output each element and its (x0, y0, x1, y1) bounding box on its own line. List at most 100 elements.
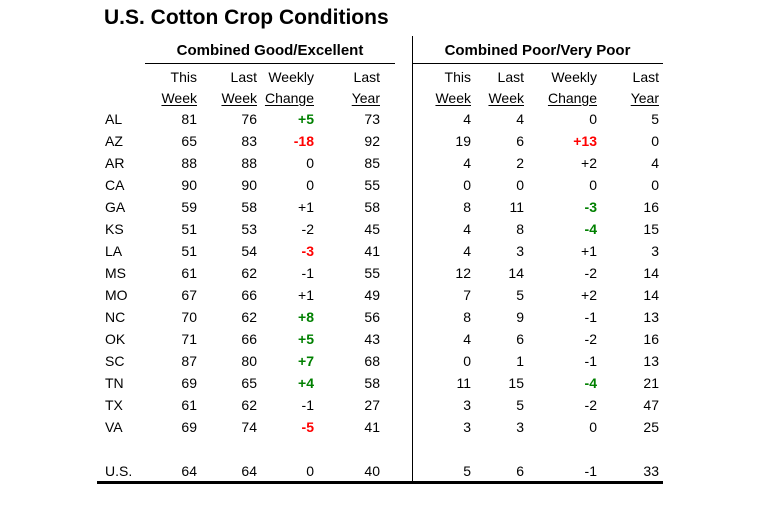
row-ca-pvp-weekly-change: 0 (589, 177, 597, 193)
row-tx-ge-weekly-change: -1 (301, 397, 314, 413)
row-mo-pvp-last-week: 5 (516, 287, 524, 303)
row-ga-pvp-last-year: 16 (643, 199, 659, 215)
row-nc-ge-last-week: 62 (241, 309, 257, 325)
section-gap (383, 350, 412, 372)
blank-row-cell (317, 438, 383, 460)
section-gap (383, 196, 412, 218)
row-ks-ge-last-week: 53 (241, 221, 257, 237)
row-ok-pvp-weekly-change: -2 (584, 331, 597, 347)
row-ms-label: MS (105, 265, 126, 281)
row-la-label: LA (105, 243, 123, 259)
row-ar-pvp-last-year: 4 (651, 155, 659, 171)
row-ok-ge-last-week: 66 (241, 331, 257, 347)
blank-row-cell (527, 438, 600, 460)
column-header-week: Week (488, 89, 524, 106)
row-al-label: AL (105, 111, 123, 127)
row-az-pvp-weekly-change: +13 (573, 133, 597, 149)
row-va-label: VA (105, 419, 123, 435)
row-la-pvp-this-week: 4 (463, 243, 471, 259)
section-gap (383, 240, 412, 262)
row-ar-label: AR (105, 155, 125, 171)
column-header-weekly: Weekly (268, 68, 314, 85)
row-ca-pvp-this-week: 0 (463, 177, 471, 193)
row-tx-pvp-last-year: 47 (643, 397, 659, 413)
section-gap (383, 108, 412, 130)
row-nc-pvp-weekly-change: -1 (584, 309, 597, 325)
column-header-change: Change (547, 89, 597, 106)
row-ga-ge-last-year: 58 (364, 199, 380, 215)
row-ca-pvp-last-year: 0 (651, 177, 659, 193)
row-nc-ge-this-week: 70 (181, 309, 197, 325)
row-sc-ge-weekly-change: +7 (298, 353, 314, 369)
row-va-ge-last-year: 41 (364, 419, 380, 435)
row-la-ge-this-week: 51 (181, 243, 197, 259)
row-ar-pvp-last-week: 2 (516, 155, 524, 171)
row-ok-ge-this-week: 71 (181, 331, 197, 347)
row-az-ge-this-week: 65 (181, 133, 197, 149)
row-az-pvp-this-week: 19 (455, 133, 471, 149)
row-al-ge-this-week: 81 (181, 111, 197, 127)
row-al-ge-weekly-change: +5 (298, 111, 314, 127)
row-ga-ge-weekly-change: +1 (298, 199, 314, 215)
row-nc-pvp-last-week: 9 (516, 309, 524, 325)
row-ok-ge-last-year: 43 (364, 331, 380, 347)
page-title: U.S. Cotton Crop Conditions (104, 6, 389, 29)
row-sc-ge-last-week: 80 (241, 353, 257, 369)
column-header-spacer (105, 87, 155, 108)
row-ga-pvp-this-week: 8 (463, 199, 471, 215)
row-sc-pvp-this-week: 0 (463, 353, 471, 369)
row-ok-ge-weekly-change: +5 (298, 331, 314, 347)
column-header-week: Week (161, 89, 197, 106)
row-tx-ge-last-week: 62 (241, 397, 257, 413)
row-ks-ge-weekly-change: -2 (301, 221, 314, 237)
row-sc-pvp-last-week: 1 (516, 353, 524, 369)
section-gap (383, 416, 412, 438)
row-us-pvp-weekly-change: -1 (584, 463, 597, 479)
column-header-last: Last (353, 68, 380, 85)
row-tx-pvp-last-week: 5 (516, 397, 524, 413)
row-tx-ge-last-year: 27 (364, 397, 380, 413)
row-nc-ge-last-year: 56 (364, 309, 380, 325)
row-ga-ge-this-week: 59 (181, 199, 197, 215)
row-al-pvp-this-week: 4 (463, 111, 471, 127)
row-nc-label: NC (105, 309, 126, 325)
section-gap (383, 87, 412, 108)
section-gap (383, 328, 412, 350)
row-ok-pvp-last-week: 6 (516, 331, 524, 347)
row-va-ge-last-week: 74 (241, 419, 257, 435)
blank-row-cell (474, 438, 527, 460)
column-header-last: Last (632, 68, 659, 85)
row-sc-pvp-last-year: 13 (643, 353, 659, 369)
row-ok-pvp-this-week: 4 (463, 331, 471, 347)
row-ms-ge-this-week: 61 (181, 265, 197, 281)
row-ar-ge-this-week: 88 (181, 155, 197, 171)
row-ks-pvp-last-week: 8 (516, 221, 524, 237)
column-header-last: Last (497, 68, 524, 85)
section-gap (383, 394, 412, 416)
row-nc-pvp-last-year: 13 (643, 309, 659, 325)
column-header-week: Week (435, 89, 471, 106)
row-tn-pvp-last-year: 21 (643, 375, 659, 391)
row-ks-pvp-weekly-change: -4 (584, 221, 597, 237)
row-tn-pvp-last-week: 15 (508, 375, 524, 391)
column-header-weekly: Weekly (551, 68, 597, 85)
column-header-week: Week (221, 89, 257, 106)
row-va-ge-weekly-change: -5 (301, 419, 314, 435)
row-ar-pvp-weekly-change: +2 (581, 155, 597, 171)
row-us-pvp-last-year: 33 (643, 463, 659, 479)
column-header-change: Change (264, 89, 314, 106)
row-us-ge-last-year: 40 (364, 463, 380, 479)
row-mo-pvp-this-week: 7 (463, 287, 471, 303)
row-ca-ge-last-year: 55 (364, 177, 380, 193)
row-ok-pvp-last-year: 16 (643, 331, 659, 347)
row-tx-pvp-this-week: 3 (463, 397, 471, 413)
row-ks-ge-this-week: 51 (181, 221, 197, 237)
row-sc-label: SC (105, 353, 125, 369)
row-tn-ge-last-week: 65 (241, 375, 257, 391)
row-ga-ge-last-week: 58 (241, 199, 257, 215)
row-ks-ge-last-year: 45 (364, 221, 380, 237)
row-ks-pvp-this-week: 4 (463, 221, 471, 237)
row-az-pvp-last-year: 0 (651, 133, 659, 149)
row-ga-label: GA (105, 199, 126, 215)
